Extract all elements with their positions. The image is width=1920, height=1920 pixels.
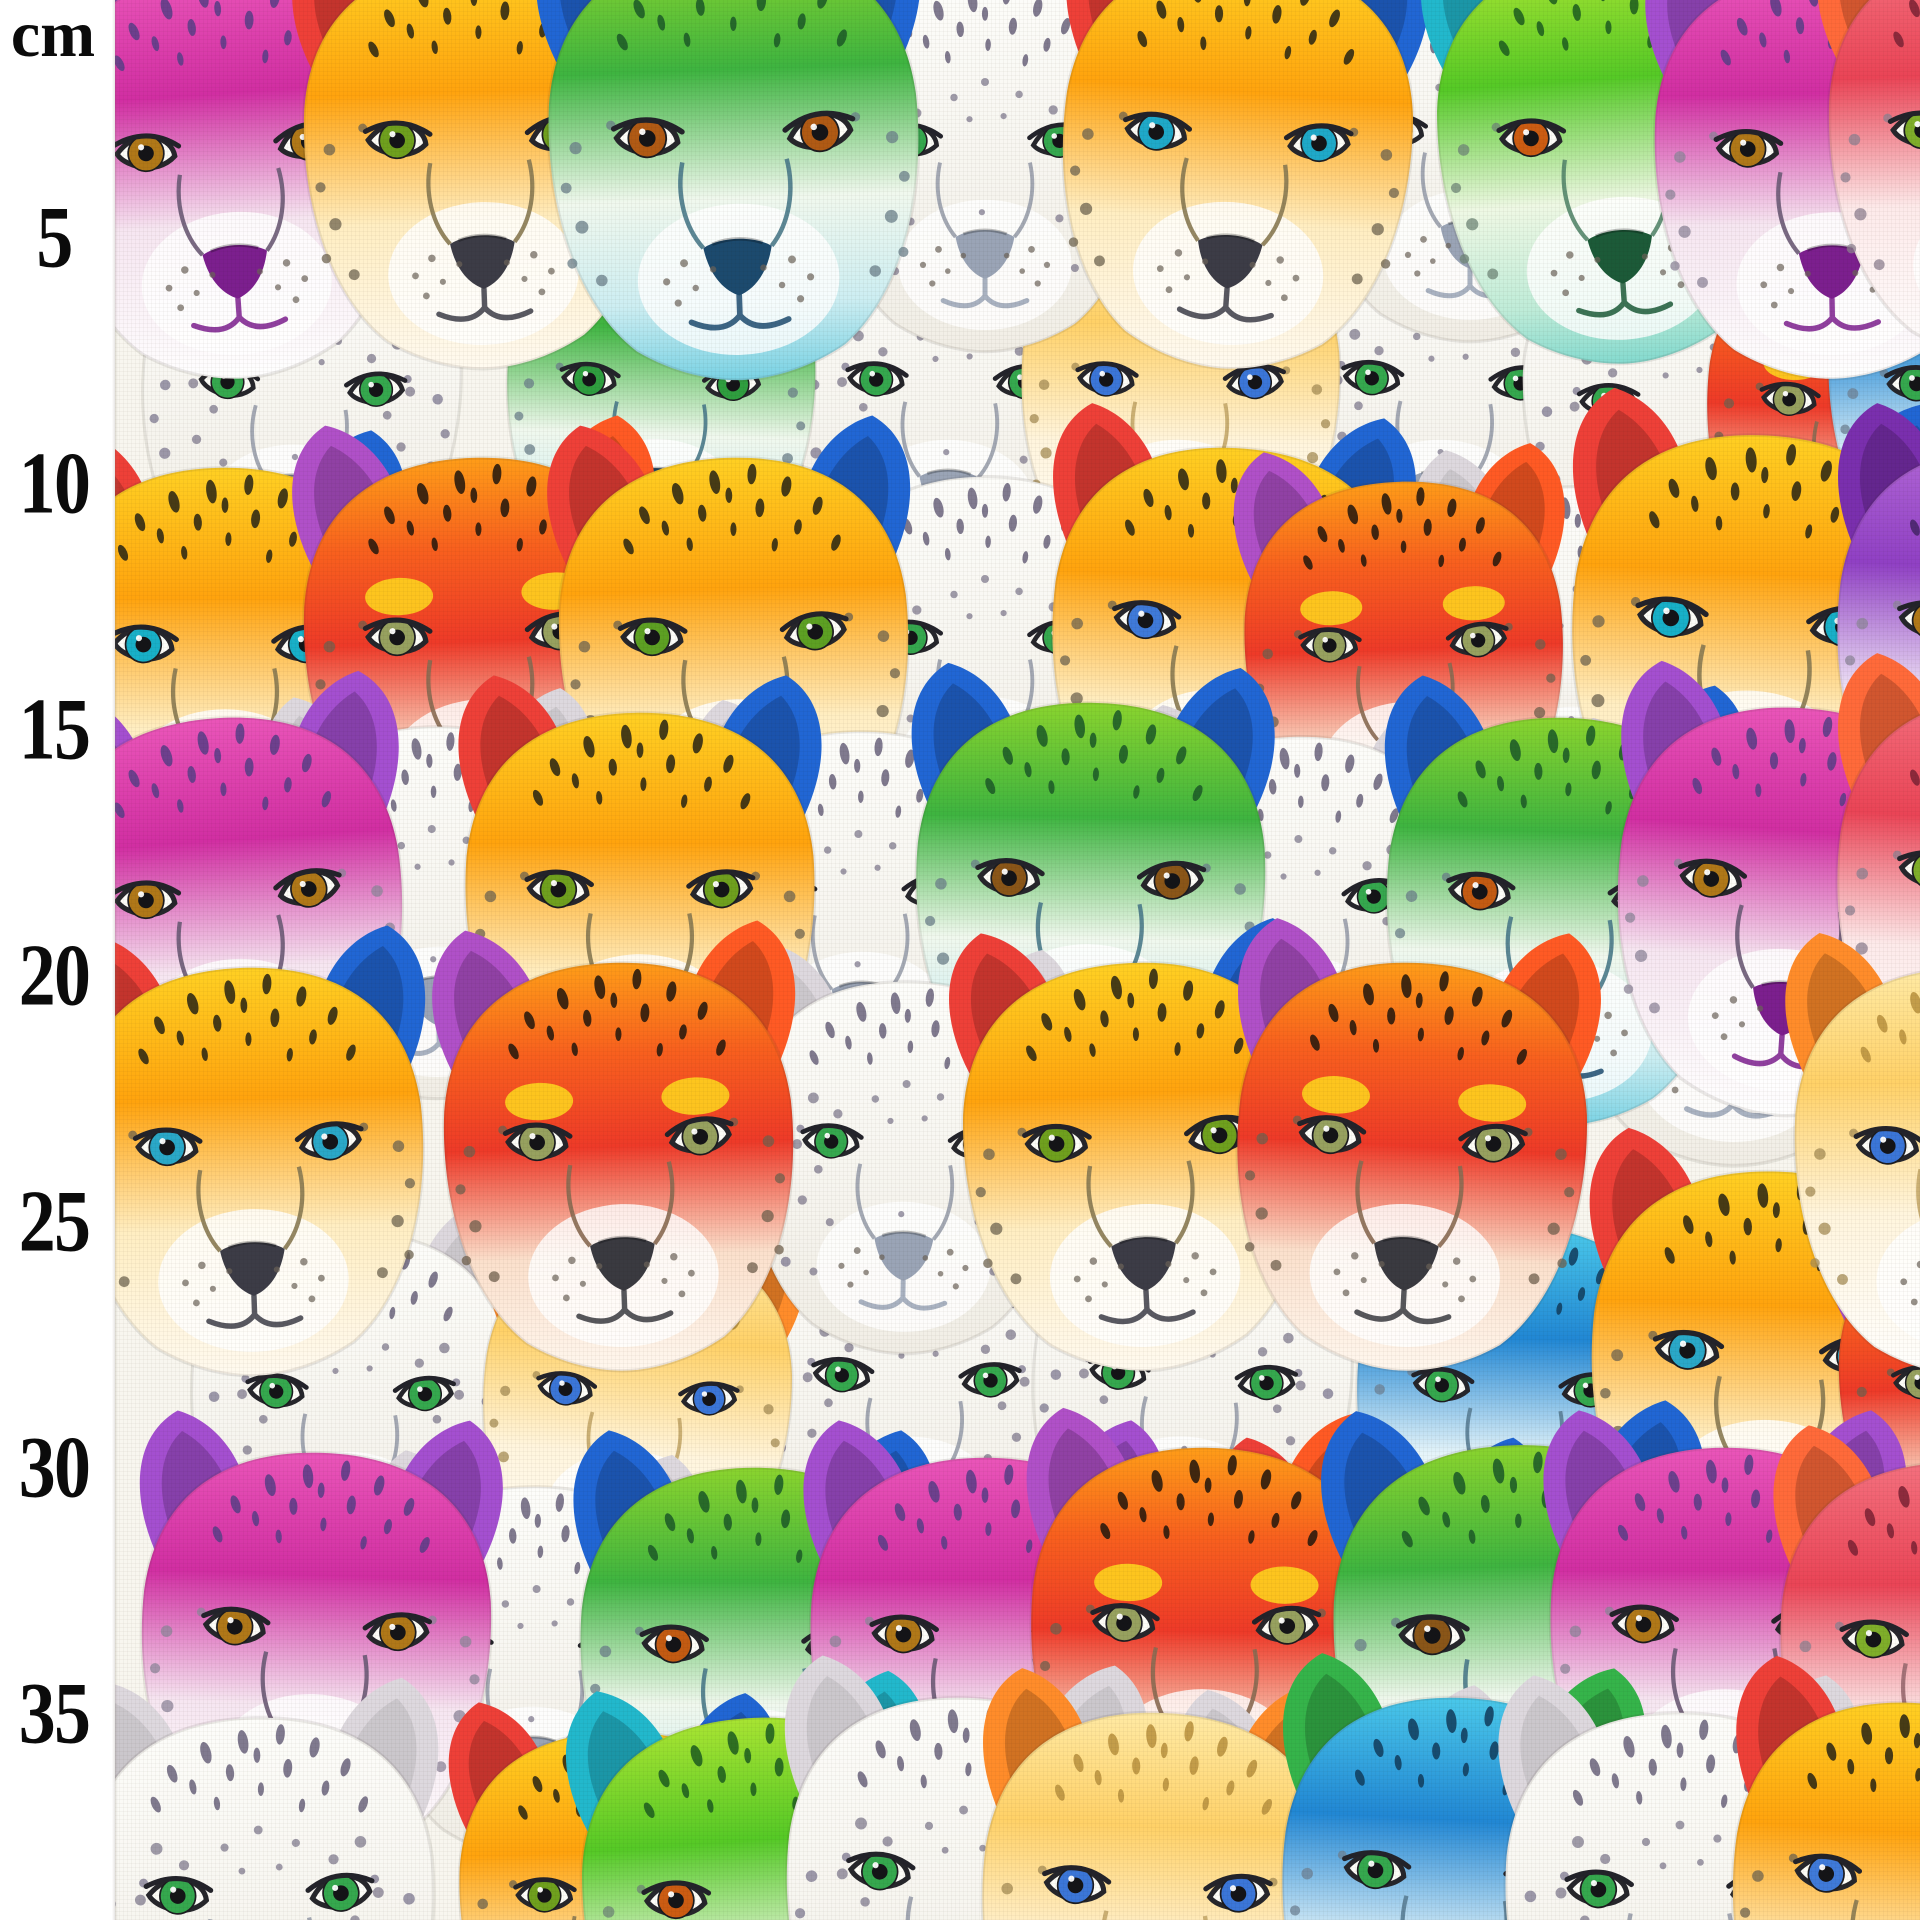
ruler-tick-label: 30 <box>18 1419 91 1517</box>
fabric-swatch <box>115 0 1920 1920</box>
leopard-face-flame <box>1235 918 1601 1373</box>
leopard-face-snow <box>115 1677 439 1920</box>
fabric-left-edge <box>112 0 118 1920</box>
ruler-tick-label: 25 <box>18 1173 91 1271</box>
leopard-face-coral <box>1817 0 1920 361</box>
leopard-face-gold <box>115 925 426 1378</box>
leopard-face-cream <box>1785 932 1920 1378</box>
ruler-tick-label: 20 <box>18 927 91 1025</box>
ruler-tick-label: 5 <box>36 189 73 287</box>
leopard-face-flame <box>432 920 796 1373</box>
ruler-tick-label: 10 <box>18 435 91 533</box>
leopard-face-gold <box>1731 1655 1920 1920</box>
ruler-tick-label: 35 <box>18 1665 91 1763</box>
leopard-face-gold <box>949 918 1315 1373</box>
leopard-pattern-svg <box>115 0 1920 1920</box>
leopard-face-green <box>536 0 921 382</box>
leopard-face-gold <box>1061 0 1430 371</box>
ruler: cm 5 10 15 20 25 30 35 <box>0 0 115 1920</box>
ruler-tick-label: 15 <box>18 681 91 779</box>
ruler-unit-label: cm <box>10 0 96 71</box>
